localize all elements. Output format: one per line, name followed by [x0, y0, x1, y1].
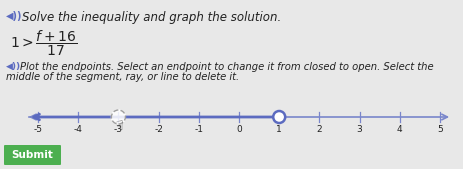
Text: ☟: ☟ — [116, 120, 123, 133]
Text: 0: 0 — [236, 125, 242, 134]
Text: Submit: Submit — [11, 150, 53, 160]
FancyBboxPatch shape — [4, 145, 61, 165]
Text: -4: -4 — [74, 125, 82, 134]
Text: 4: 4 — [397, 125, 403, 134]
Text: ◀)): ◀)) — [6, 11, 23, 21]
Text: 1: 1 — [276, 125, 282, 134]
Text: $1 > \dfrac{f + 16}{17}$: $1 > \dfrac{f + 16}{17}$ — [10, 29, 77, 58]
Text: ◀)): ◀)) — [6, 62, 21, 71]
Text: 3: 3 — [357, 125, 363, 134]
Text: 2: 2 — [317, 125, 322, 134]
Text: -3: -3 — [114, 125, 123, 134]
Circle shape — [273, 111, 285, 123]
Text: -5: -5 — [33, 125, 43, 134]
Text: -1: -1 — [194, 125, 203, 134]
Text: Plot the endpoints. Select an endpoint to change it from closed to open. Select : Plot the endpoints. Select an endpoint t… — [20, 62, 434, 72]
Text: 5: 5 — [437, 125, 443, 134]
Text: -2: -2 — [154, 125, 163, 134]
Text: Solve the inequality and graph the solution.: Solve the inequality and graph the solut… — [22, 11, 281, 24]
Circle shape — [112, 110, 125, 124]
Text: middle of the segment, ray, or line to delete it.: middle of the segment, ray, or line to d… — [6, 72, 239, 82]
